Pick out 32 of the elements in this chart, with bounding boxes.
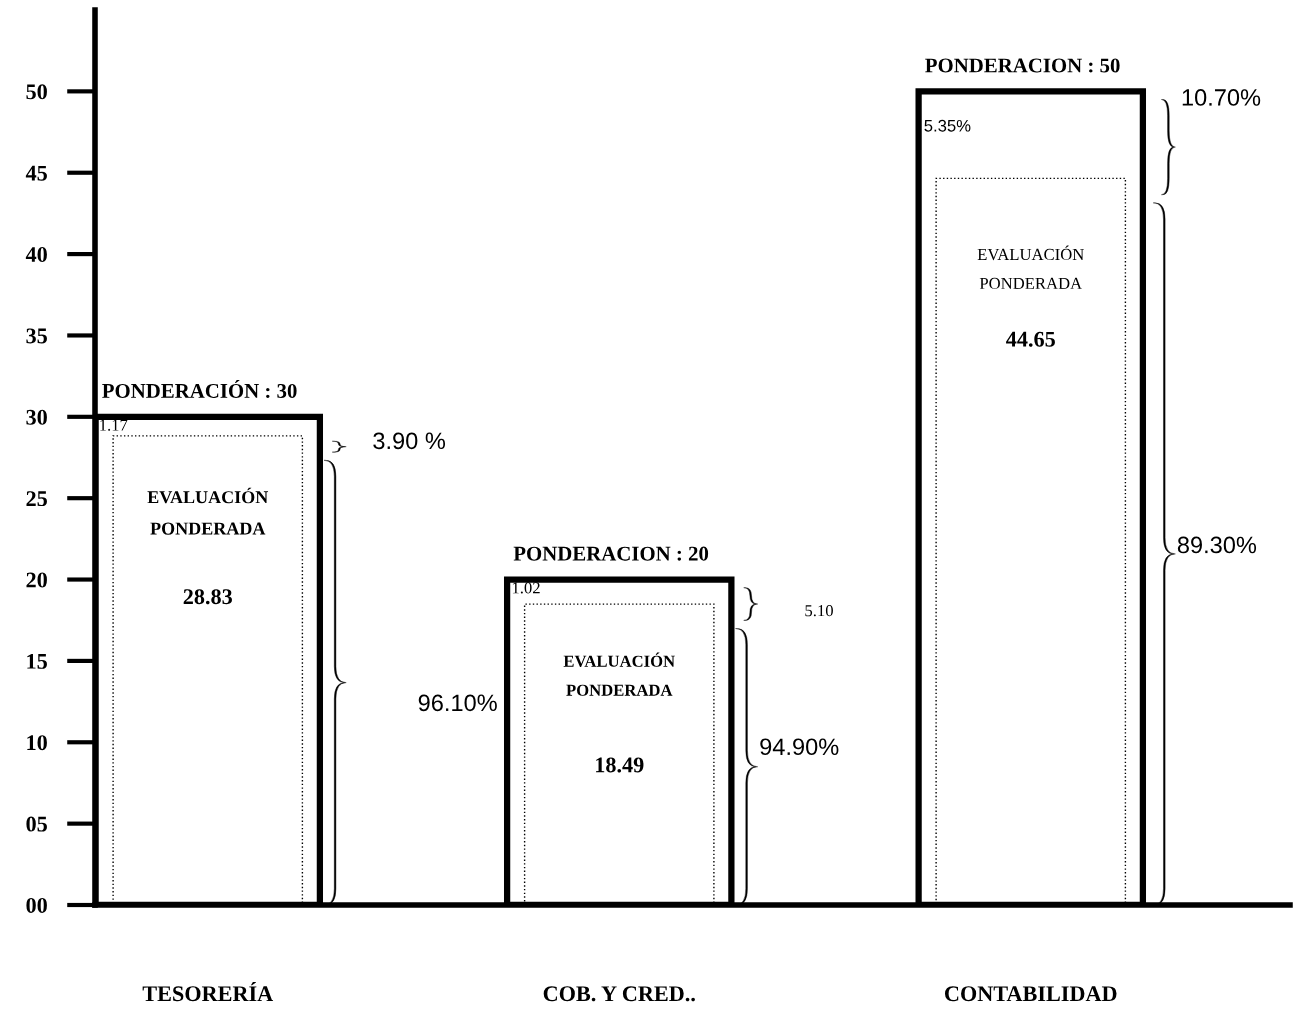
- annotation: 1.02: [512, 582, 540, 594]
- y-tick-label: 35: [26, 328, 47, 344]
- data-label: PONDERACIÓN : 30: [102, 379, 297, 399]
- annotation: EVALUACIÓN PONDERADA: [563, 652, 675, 696]
- annotation: 5.35%: [924, 119, 971, 132]
- y-tick-label: 20: [26, 572, 47, 588]
- annotation: 96.10%: [418, 694, 497, 712]
- y-tick-label: 30: [26, 409, 47, 425]
- data-label: 18.49: [596, 757, 644, 773]
- y-tick-label: 10: [27, 735, 47, 751]
- x-tick-label: CONTABILIDAD: [944, 986, 1117, 1002]
- y-tick-label: 45: [25, 165, 47, 181]
- data-label: PONDERACION : 50: [925, 58, 1120, 73]
- y-tick-label: 50: [26, 84, 47, 100]
- y-tick-label: 00: [26, 897, 47, 913]
- annotation: 89.30%: [1177, 536, 1257, 554]
- data-label: 44.65: [1006, 331, 1055, 347]
- y-tick-label: 40: [25, 247, 47, 263]
- x-tick-label: TESORERÍA: [142, 981, 274, 1002]
- data-label: PONDERACION : 20: [513, 546, 709, 561]
- annotation: EVALUACIÓN PONDERADA: [147, 487, 269, 535]
- annotation: 1.17: [100, 419, 128, 431]
- annotation: 94.90%: [760, 738, 839, 756]
- annotation: 10.70%: [1182, 89, 1261, 106]
- y-tick-label: 05: [26, 816, 47, 832]
- y-tick-label: 25: [26, 491, 47, 507]
- annotation: 5.10: [805, 605, 833, 617]
- annotation: EVALUACIÓN PONDERADA: [977, 245, 1084, 290]
- y-tick-label: 15: [27, 653, 47, 669]
- data-label: 28.83: [183, 589, 232, 605]
- annotation: 3.90 %: [373, 432, 446, 450]
- x-tick-label: COB. Y CRED..: [543, 986, 695, 1002]
